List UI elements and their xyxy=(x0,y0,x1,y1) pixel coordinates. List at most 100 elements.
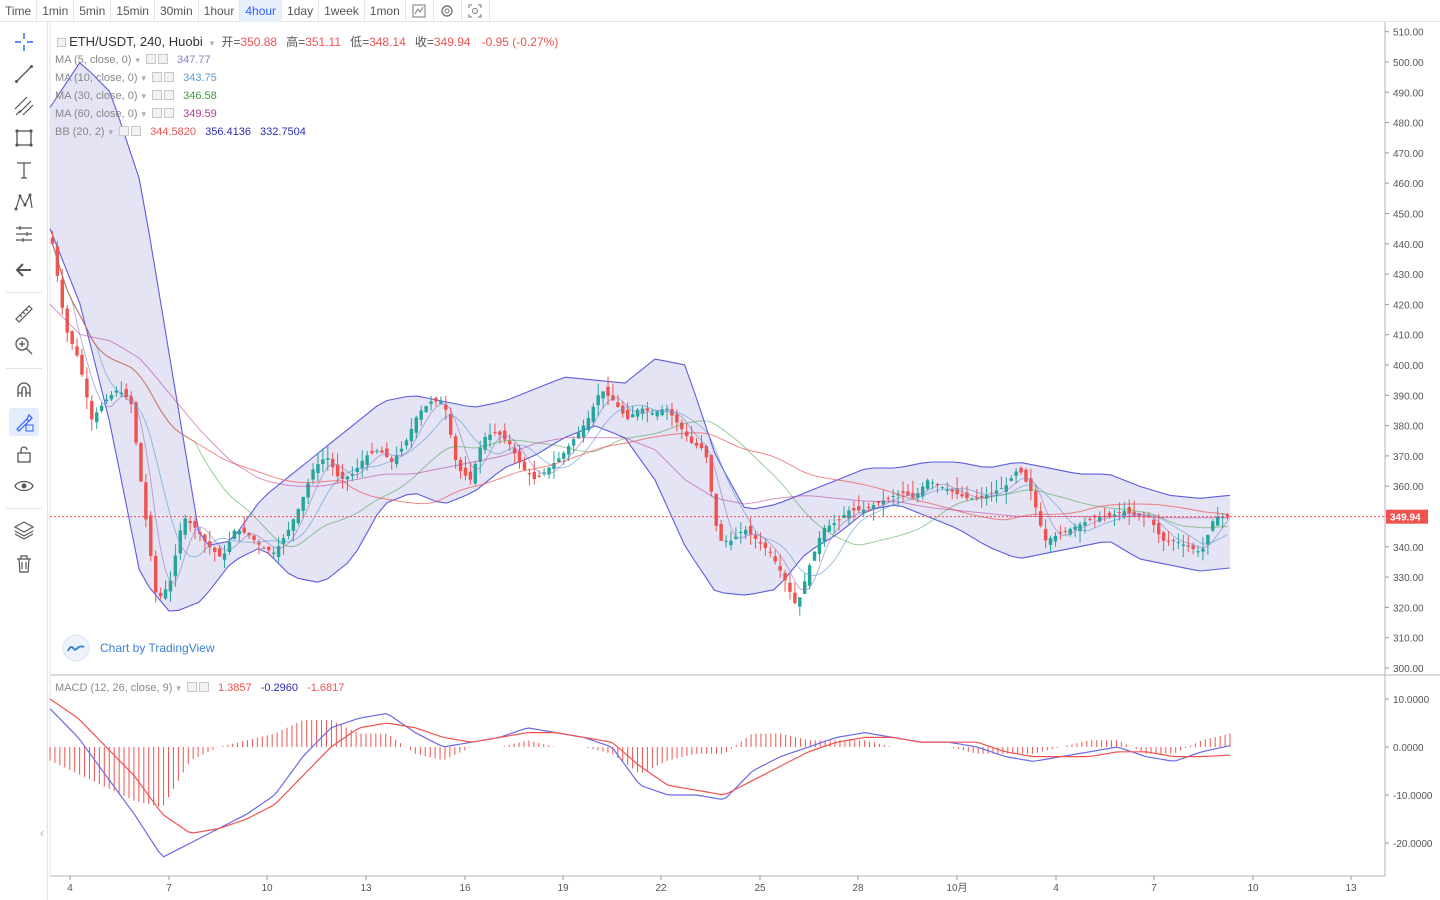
candle-body xyxy=(547,467,551,475)
ma10-legend[interactable]: MA (10, close, 0) ▾ 343.75 xyxy=(55,72,217,84)
lock-drawing-icon[interactable] xyxy=(9,408,39,436)
candle-body xyxy=(173,555,178,577)
price-tick-label: 360.00 xyxy=(1393,482,1424,493)
candle-body xyxy=(306,483,310,498)
candle-body xyxy=(1161,532,1166,541)
candle-body xyxy=(709,455,714,492)
candle-body xyxy=(1014,471,1018,476)
measure-icon[interactable] xyxy=(9,220,39,248)
back-arrow-icon[interactable] xyxy=(9,256,39,284)
candle-body xyxy=(463,467,468,476)
interval-1mon[interactable]: 1mon xyxy=(365,0,406,22)
candle-body xyxy=(257,542,261,545)
settings-icon[interactable] xyxy=(434,0,462,22)
screenshot-icon[interactable] xyxy=(462,0,490,22)
interval-15min[interactable]: 15min xyxy=(111,0,155,22)
collapse-legend-icon[interactable] xyxy=(57,38,66,47)
tradingview-watermark[interactable]: Chart by TradingView xyxy=(62,634,215,662)
candle-body xyxy=(507,440,512,445)
interval-30min[interactable]: 30min xyxy=(155,0,199,22)
candle-body xyxy=(168,580,173,592)
pattern-icon[interactable] xyxy=(9,188,39,216)
candle-body xyxy=(655,411,659,417)
close-icon[interactable] xyxy=(131,126,142,136)
interval-1min[interactable]: 1min xyxy=(37,0,75,22)
close-value: 349.94 xyxy=(433,35,471,49)
price-tick-label: 330.00 xyxy=(1393,573,1424,584)
tradingview-logo-icon xyxy=(62,634,90,662)
price-tick-label: 370.00 xyxy=(1393,452,1424,463)
candle-body xyxy=(606,386,610,396)
settings-icon[interactable] xyxy=(145,54,156,64)
date-tick-label: 28 xyxy=(852,883,864,894)
candle-body xyxy=(616,402,620,407)
indicators-icon[interactable] xyxy=(406,0,434,22)
layers-icon[interactable] xyxy=(9,516,39,544)
close-icon[interactable] xyxy=(164,72,175,82)
candle-body xyxy=(60,279,65,308)
settings-icon[interactable] xyxy=(152,90,163,100)
settings-icon[interactable] xyxy=(152,72,163,82)
open-value: 350.88 xyxy=(240,35,278,49)
candle-body xyxy=(1107,512,1112,517)
settings-icon[interactable] xyxy=(119,126,130,136)
candle-body xyxy=(114,390,119,393)
candle-body xyxy=(1048,538,1053,545)
crosshair-icon[interactable] xyxy=(9,28,39,56)
candle-body xyxy=(149,515,153,556)
eye-icon[interactable] xyxy=(9,472,39,500)
interval-1week[interactable]: 1week xyxy=(319,0,365,22)
candle-body xyxy=(989,492,994,494)
trash-icon[interactable] xyxy=(9,550,39,578)
candle-body xyxy=(109,395,114,400)
close-icon[interactable] xyxy=(164,108,175,118)
candle-body xyxy=(271,552,276,554)
candle-body xyxy=(802,581,807,594)
bb-legend[interactable]: BB (20, 2) ▾ 344.5820 356.4136 332.7504 xyxy=(55,126,306,138)
ma5-legend[interactable]: MA (5, close, 0) ▾ 347.77 xyxy=(55,54,211,66)
magnet-icon[interactable] xyxy=(9,376,39,404)
candle-body xyxy=(768,551,773,553)
macd-legend[interactable]: MACD (12, 26, close, 9) ▾ 1.3857 -0.2960 … xyxy=(55,682,345,694)
close-icon[interactable] xyxy=(164,90,175,100)
candle-body xyxy=(144,482,148,520)
settings-icon[interactable] xyxy=(152,108,163,118)
candle-body xyxy=(1206,534,1210,545)
drawing-toolbar: ‹ xyxy=(0,22,48,900)
candle-body xyxy=(650,413,655,415)
lock-icon[interactable] xyxy=(9,440,39,468)
last-price-tag xyxy=(1386,509,1428,524)
date-tick-label: 4 xyxy=(1053,883,1059,894)
collapse-sidebar-icon[interactable]: ‹ xyxy=(40,826,44,840)
candle-body xyxy=(596,395,600,406)
settings-icon[interactable] xyxy=(186,682,197,692)
price-tick-label: 500.00 xyxy=(1393,58,1424,69)
interval-time[interactable]: Time xyxy=(0,0,38,22)
chevron-down-icon[interactable]: ▾ xyxy=(209,38,215,48)
ma30-legend[interactable]: MA (30, close, 0) ▾ 346.58 xyxy=(55,90,217,102)
interval-1day[interactable]: 1day xyxy=(282,0,320,22)
zoom-icon[interactable] xyxy=(9,332,39,360)
interval-5min[interactable]: 5min xyxy=(74,0,112,22)
date-tick-label: 25 xyxy=(754,883,766,894)
ma30-line xyxy=(52,243,1228,547)
candle-body xyxy=(232,530,237,540)
price-tick-label: 490.00 xyxy=(1393,88,1424,99)
trend-line-icon[interactable] xyxy=(9,60,39,88)
close-icon[interactable] xyxy=(198,682,209,692)
candle-body xyxy=(680,422,684,430)
candle-body xyxy=(1004,485,1009,492)
candle-body xyxy=(517,451,522,463)
candle-body xyxy=(1083,522,1087,526)
pitchfork-icon[interactable] xyxy=(9,92,39,120)
interval-4hour[interactable]: 4hour xyxy=(240,0,283,22)
close-icon[interactable] xyxy=(157,54,168,64)
ma60-legend[interactable]: MA (60, close, 0) ▾ 349.59 xyxy=(55,108,217,120)
interval-toolbar: Time 1min 5min 15min 30min 1hour 4hour 1… xyxy=(0,0,1440,22)
ruler-icon[interactable] xyxy=(9,300,39,328)
candle-body xyxy=(473,463,478,484)
interval-1hour[interactable]: 1hour xyxy=(199,0,241,22)
text-icon[interactable] xyxy=(9,156,39,184)
rectangle-icon[interactable] xyxy=(9,124,39,152)
